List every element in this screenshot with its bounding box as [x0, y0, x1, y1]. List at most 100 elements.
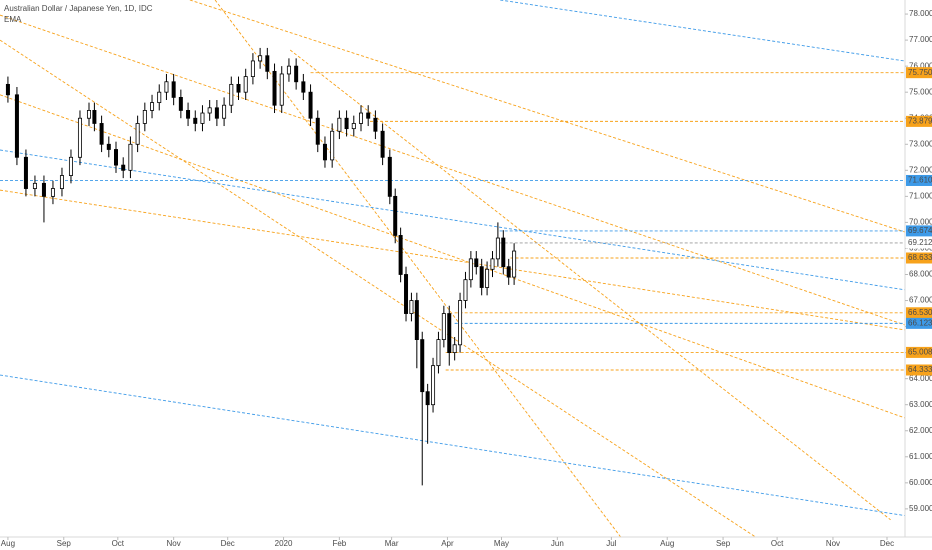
candle-body [322, 143, 327, 161]
candle-body [479, 266, 484, 288]
x-tick-label: 2020 [275, 539, 293, 548]
y-tick-label: 72.000 [909, 165, 932, 174]
trend-line [189, 0, 905, 233]
x-tick-label: Dec [880, 539, 894, 548]
candle-body [186, 110, 191, 119]
level-label-box [906, 364, 932, 376]
candle-body [420, 339, 425, 393]
level-label: 64.333 [908, 365, 932, 374]
level-label-box [906, 115, 932, 127]
level-label: 66.530 [908, 308, 932, 317]
candle-body [279, 73, 284, 106]
candle-body [135, 123, 140, 145]
candle-body [301, 81, 306, 93]
candle-body [308, 91, 313, 119]
x-tick-label: Nov [826, 539, 840, 548]
candle-body [330, 130, 335, 161]
candle-body [5, 83, 10, 96]
trend-line [0, 149, 905, 291]
candle-body [236, 83, 241, 93]
candle-body [337, 117, 342, 132]
candle-body [243, 76, 248, 93]
candle-body [99, 123, 104, 145]
candle-body [506, 266, 511, 278]
level-label: 71.610 [908, 176, 932, 185]
level-label: 73.879 [908, 116, 932, 125]
level-label: 69.674 [908, 226, 932, 235]
y-tick-label: 61.000 [909, 452, 932, 461]
x-tick-label: Sep [57, 539, 72, 548]
x-tick-label: Nov [167, 539, 181, 548]
candle-body [315, 117, 320, 145]
candle-body [380, 130, 385, 158]
candle-body [512, 250, 517, 278]
indicator-label: EMA [4, 15, 22, 24]
candle-body [414, 300, 419, 340]
candle-body [404, 274, 409, 314]
candle-body [150, 102, 155, 111]
candle-body [495, 237, 500, 260]
candle-body [114, 149, 119, 166]
candle-body [86, 110, 91, 119]
candle-body [68, 156, 73, 176]
candle-body [142, 110, 147, 124]
candle-body [458, 300, 463, 346]
candle-body [425, 391, 430, 406]
x-tick-label: May [494, 539, 509, 548]
candle-body [294, 65, 299, 83]
level-label-box [906, 237, 932, 249]
candle-body [286, 65, 291, 75]
trend-line [0, 189, 905, 331]
level-label: 75.750 [908, 68, 932, 77]
y-tick-label: 68.000 [909, 270, 932, 279]
trend-line [289, 49, 891, 521]
candle-body [258, 55, 263, 62]
trend-line [500, 0, 905, 62]
x-tick-label: Feb [332, 539, 346, 548]
x-tick-label: Jun [551, 539, 564, 548]
candle-body [171, 81, 176, 98]
axes: 59.000 60.000 61.000 62.000 63.000 64.000 65.0… [1, 9, 932, 548]
y-tick-label: 70.000 [909, 218, 932, 227]
candle-body [463, 279, 468, 301]
x-tick-label: Mar [385, 539, 399, 548]
candle-body [77, 117, 82, 158]
candle-body [387, 156, 392, 197]
trend-line [0, 14, 905, 326]
level-label-box [906, 252, 932, 264]
level-label: 65.008 [908, 348, 932, 357]
level-label-box [906, 225, 932, 237]
x-tick-label: Sep [716, 539, 731, 548]
level-label-box [906, 346, 932, 358]
x-tick-label: Oct [771, 539, 784, 548]
candle-body [214, 107, 219, 119]
candle-body [222, 104, 227, 119]
y-tick-label: 77.000 [909, 35, 932, 44]
x-tick-label: Aug [1, 539, 15, 548]
trend-line [0, 94, 905, 419]
candle-body [344, 117, 349, 130]
y-tick-label: 76.000 [909, 61, 932, 70]
candle-body [23, 156, 28, 189]
y-tick-label: 63.000 [909, 400, 932, 409]
candle-body [474, 258, 479, 268]
candle-body [14, 94, 19, 158]
candle-body [393, 195, 398, 236]
level-label: 66.123 [908, 318, 932, 327]
candle-body [452, 344, 457, 354]
candle-body [501, 237, 506, 268]
y-tick-label: 71.000 [909, 191, 932, 200]
candle-body [207, 107, 212, 114]
candle-body [409, 300, 414, 314]
trend-line [0, 374, 905, 517]
level-label-box [906, 67, 932, 79]
y-tick-label: 59.000 [909, 504, 932, 513]
candle-body [272, 70, 277, 106]
candle-body [250, 60, 255, 77]
candle-body [59, 175, 64, 189]
candle-body [351, 123, 356, 130]
chart-title: Australian Dollar / Japanese Yen, 1D, ID… [4, 4, 153, 13]
candle-body [366, 112, 371, 119]
x-tick-label: Aug [660, 539, 674, 548]
